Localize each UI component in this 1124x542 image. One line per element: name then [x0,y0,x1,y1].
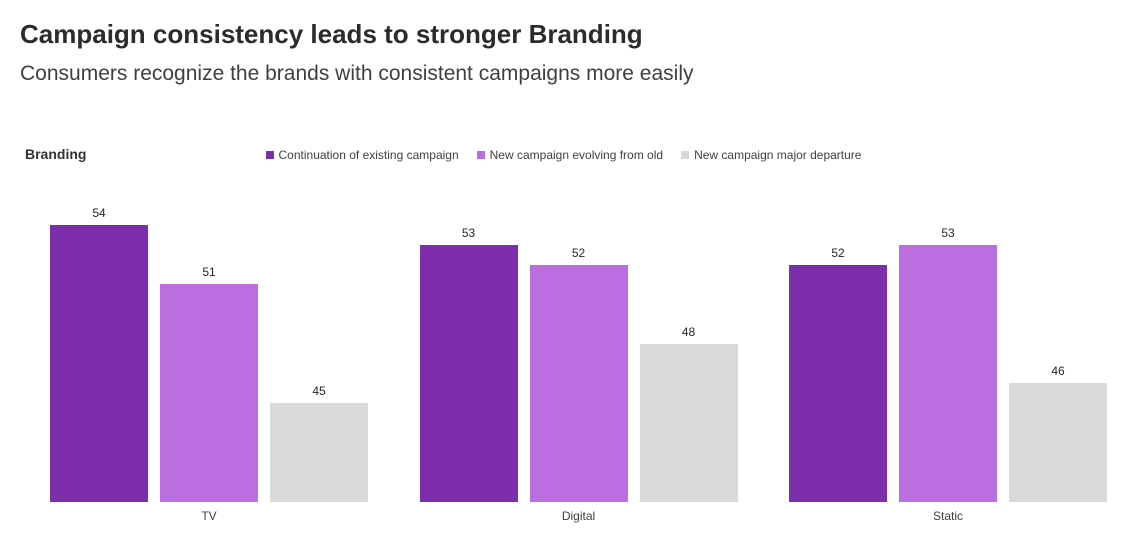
legend: Continuation of existing campaign New cam… [20,144,1107,166]
bar-group-bars: 54 51 45 [50,206,368,503]
bar [1009,383,1107,503]
page-subtitle: Consumers recognize the brands with cons… [20,61,694,85]
bar [529,265,628,503]
bar-group: 54 51 45 TV [50,206,368,523]
bar-value-label: 46 [1051,364,1065,379]
bar [899,245,997,503]
bar-group: 52 53 46 Static [789,226,1107,523]
bar-value-label: 53 [461,226,476,241]
category-label: Static [932,509,963,524]
bar-column: 45 [270,384,368,503]
legend-label: New campaign major departure [694,148,862,163]
category-label: Digital [561,509,596,524]
legend-swatch-icon [476,151,485,160]
legend-item: Continuation of existing campaign [265,148,459,163]
bar-group-bars: 52 53 46 [789,226,1107,503]
legend-label: Continuation of existing campaign [278,148,459,163]
bar [160,284,258,503]
bar-column: 54 [50,206,148,503]
bar [270,403,368,503]
bar-value-label: 52 [571,246,586,261]
bar-column: 51 [160,265,258,503]
bar-group-bars: 53 52 48 [419,226,738,503]
bar-value-label: 53 [941,226,955,241]
legend-swatch-icon [265,151,274,160]
bars-row: 54 51 45 TV 53 52 48 Digital 52 53 46 Static [50,206,1107,523]
legend-item: New campaign major departure [681,148,861,162]
bar-column: 46 [1009,364,1107,503]
legend-item: New campaign evolving from old [476,148,664,163]
legend-label: New campaign evolving from old [489,148,664,163]
chart-title: Branding [25,146,87,163]
bar-column: 53 [419,226,518,503]
branding-chart: Branding Continuation of existing campai… [20,144,1107,523]
bar-column: 52 [789,246,887,503]
bar-column: 52 [529,246,628,503]
plot-area: 54 51 45 TV 53 52 48 Digital 52 53 46 Static [20,206,1107,523]
bar-group: 53 52 48 Digital [419,226,738,524]
bar-value-label: 52 [831,246,845,261]
bar-column: 48 [639,325,738,503]
bar [50,225,148,503]
bar-value-label: 51 [202,265,216,280]
bar-value-label: 54 [92,206,106,221]
category-label: TV [201,509,217,524]
bar [789,265,887,503]
bar [639,344,738,503]
bar-value-label: 45 [312,384,326,399]
chart-header: Branding Continuation of existing campai… [20,144,1107,166]
bar-column: 53 [899,226,997,503]
bar-value-label: 48 [681,325,696,340]
page-title: Campaign consistency leads to stronger B… [20,19,643,49]
bar [419,245,518,503]
legend-swatch-icon [681,151,690,160]
